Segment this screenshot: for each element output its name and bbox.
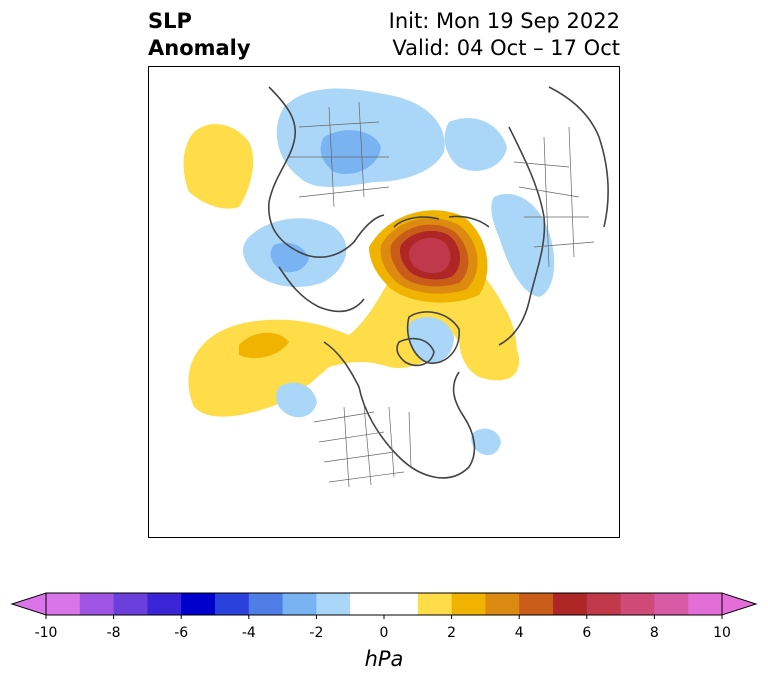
asia-eastcoast xyxy=(278,266,365,313)
colorbar-tick-label: -8 xyxy=(106,625,121,641)
borders xyxy=(289,101,595,488)
eurasia-coast xyxy=(268,86,385,258)
colorbar-bin xyxy=(282,593,317,615)
atlantic-negative-region xyxy=(471,428,501,456)
title-variable: SLP xyxy=(148,9,192,33)
colorbar-bin xyxy=(485,593,520,615)
colorbar-tick-label: 2 xyxy=(447,625,457,641)
map-title: SLP Anomaly xyxy=(148,8,251,62)
hudson-bay xyxy=(396,337,435,367)
colorbar-tick-label: 10 xyxy=(713,625,731,641)
colorbar-bin xyxy=(519,593,554,615)
colorbar-bin xyxy=(316,593,351,615)
arctic-high-core xyxy=(408,237,451,273)
title-field: Anomaly xyxy=(148,36,251,60)
colorbar-under-extension xyxy=(10,592,47,616)
colorbar-unit: hPa xyxy=(364,647,404,671)
colorbar-bin xyxy=(350,593,385,615)
arctic-islands xyxy=(393,215,490,228)
colorbar-tick-label: -2 xyxy=(309,625,324,641)
us-states-grid xyxy=(313,404,412,488)
siberia-positive-region xyxy=(183,124,254,209)
siberia-negative-core xyxy=(270,242,309,273)
europe-borders xyxy=(513,126,595,268)
europe-coast xyxy=(498,126,546,346)
eurasia-negative-core xyxy=(320,130,381,175)
colorbar-bin xyxy=(79,593,115,615)
greenland-coast xyxy=(407,311,460,364)
map-dates: Init: Mon 19 Sep 2022 Valid: 04 Oct – 17… xyxy=(389,8,620,62)
coastlines xyxy=(268,86,609,479)
canada-negative-region xyxy=(491,193,555,297)
colorbar-bin xyxy=(586,593,622,615)
colorbar-bin xyxy=(417,593,453,615)
colorbar-bin xyxy=(384,593,419,615)
north-america-coast xyxy=(323,341,476,479)
colorbar-bin xyxy=(113,593,148,615)
colorbar-bin xyxy=(620,593,655,615)
colorbar-bin xyxy=(248,593,284,615)
valid-range: Valid: 04 Oct – 17 Oct xyxy=(392,36,620,60)
colorbar-bin xyxy=(46,593,81,615)
colorbar-tick-label: 8 xyxy=(649,625,659,641)
colorbar-bin xyxy=(147,593,182,615)
colorbar-bin xyxy=(688,593,723,615)
colorbar-bin xyxy=(451,593,486,615)
negative-anomaly-fields xyxy=(243,88,555,456)
colorbar-bin xyxy=(181,593,216,615)
africa-coast xyxy=(548,86,609,228)
colorbar-over-extension xyxy=(721,592,758,616)
colorbar-tick-label: -6 xyxy=(174,625,189,641)
positive-anomaly-fields xyxy=(183,124,520,417)
slp-anomaly-map xyxy=(148,66,620,538)
colorbar-bin xyxy=(553,593,588,615)
greenland-negative-region xyxy=(407,317,454,363)
colorbar-tick-label: -4 xyxy=(241,625,256,641)
colorbar-bin xyxy=(654,593,689,615)
northpacific-negative-region xyxy=(276,382,317,418)
scandinavia-negative-region xyxy=(444,118,507,171)
colorbar-tick-label: 4 xyxy=(514,625,524,641)
atlantic-positive-region xyxy=(459,321,520,381)
asia-borders xyxy=(289,101,390,208)
pacific-core xyxy=(239,332,289,359)
colorbar-bin xyxy=(215,593,250,615)
init-date: Init: Mon 19 Sep 2022 xyxy=(388,9,620,33)
colorbar xyxy=(10,592,758,619)
colorbar-tick-label: -10 xyxy=(34,625,58,641)
colorbar-tick-label: 6 xyxy=(582,625,592,641)
colorbar-tick-label: 0 xyxy=(379,625,389,641)
